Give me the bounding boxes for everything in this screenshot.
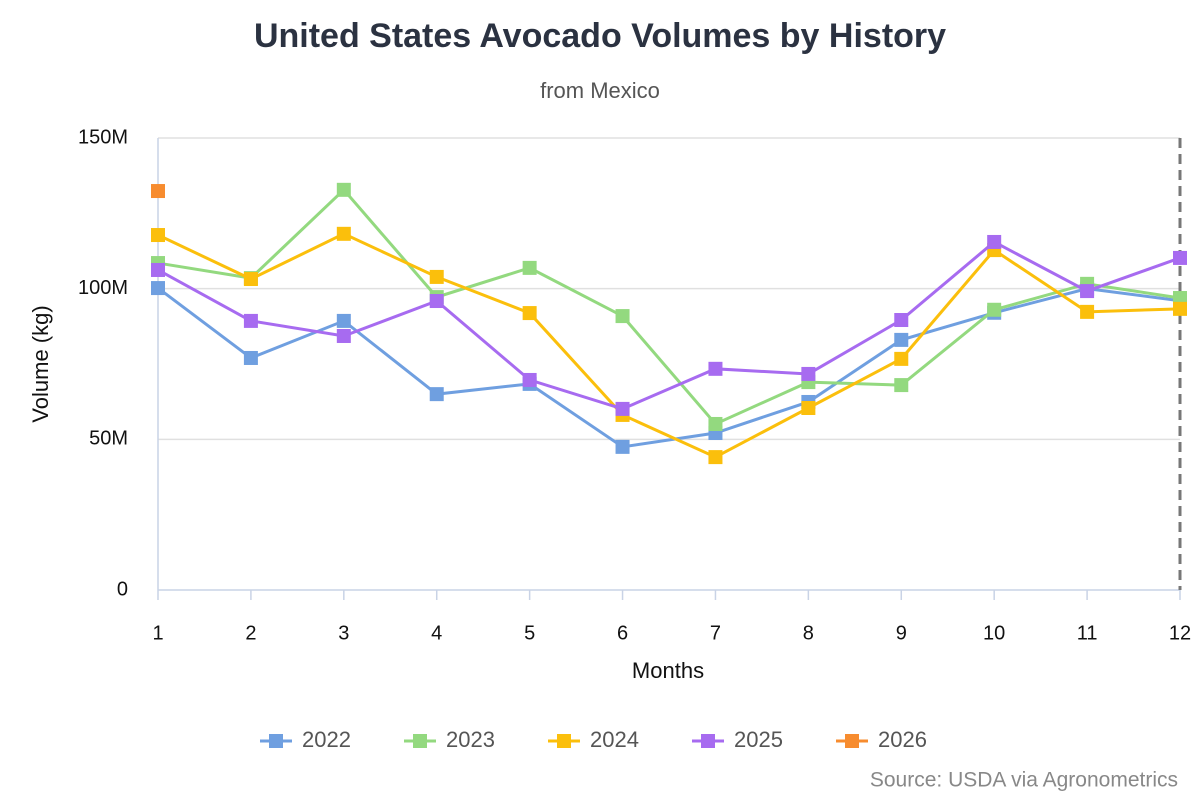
legend-label[interactable]: 2022	[302, 727, 351, 752]
data-point	[429, 387, 444, 402]
data-point	[1080, 304, 1095, 319]
x-tick-label: 4	[431, 622, 442, 644]
data-point	[801, 366, 816, 381]
source-note: Source: USDA via Agronometrics	[870, 769, 1178, 792]
data-point	[1173, 250, 1187, 265]
data-point	[243, 272, 258, 287]
data-point	[708, 416, 723, 431]
chart-subtitle: from Mexico	[540, 78, 660, 103]
legend-marker	[845, 734, 859, 748]
data-point	[243, 313, 258, 328]
legend-label[interactable]: 2026	[878, 727, 927, 752]
y-tick-label: 150M	[78, 126, 128, 148]
x-tick-label: 3	[338, 622, 349, 644]
data-point	[336, 226, 351, 241]
x-tick-label: 5	[524, 622, 535, 644]
data-point	[336, 313, 351, 328]
data-point	[522, 372, 537, 387]
data-point	[429, 269, 444, 284]
data-point	[987, 234, 1002, 249]
data-point	[151, 184, 165, 199]
data-point	[894, 332, 909, 347]
x-tick-label: 7	[710, 622, 721, 644]
data-point	[1080, 284, 1095, 299]
data-point	[151, 262, 165, 277]
legend-marker	[269, 734, 283, 748]
data-point	[151, 228, 165, 243]
series-line	[157, 240, 1181, 411]
data-point	[243, 350, 258, 365]
data-point	[708, 450, 723, 465]
x-tick-label: 11	[1077, 622, 1098, 644]
data-point	[894, 378, 909, 393]
legend-label[interactable]: 2024	[590, 727, 639, 752]
data-point	[894, 351, 909, 366]
legend-label[interactable]: 2025	[734, 727, 783, 752]
data-point	[336, 328, 351, 343]
x-tick-label: 12	[1169, 622, 1191, 644]
data-point	[1173, 291, 1187, 306]
data-point	[151, 281, 165, 296]
chart-title: United States Avocado Volumes by History	[254, 17, 946, 55]
x-tick-label: 10	[983, 622, 1005, 644]
data-point	[615, 439, 630, 454]
y-axis-label: Volume (kg)	[28, 305, 53, 422]
data-point	[1173, 301, 1187, 316]
legend-marker	[557, 734, 571, 748]
legend-marker	[413, 734, 427, 748]
y-tick-label: 0	[117, 578, 128, 600]
legend-label[interactable]: 2023	[446, 727, 495, 752]
data-point	[987, 302, 1002, 317]
data-point	[429, 294, 444, 309]
x-tick-label: 1	[152, 622, 163, 644]
data-point	[894, 313, 909, 328]
data-point	[615, 401, 630, 416]
series-line	[157, 187, 1181, 426]
x-tick-label: 8	[803, 622, 814, 644]
data-point	[801, 400, 816, 415]
x-tick-label: 6	[617, 622, 628, 644]
legend-marker	[701, 734, 715, 748]
y-tick-label: 50M	[89, 428, 128, 450]
data-point	[522, 260, 537, 275]
series-line	[157, 232, 1181, 459]
y-tick-label: 100M	[78, 277, 128, 299]
x-axis-label: Months	[632, 658, 704, 683]
x-tick-label: 9	[896, 622, 907, 644]
data-point	[522, 306, 537, 321]
data-point	[336, 182, 351, 197]
series-line	[157, 286, 1181, 449]
x-tick-label: 2	[245, 622, 256, 644]
data-point	[708, 361, 723, 376]
data-point	[615, 309, 630, 324]
